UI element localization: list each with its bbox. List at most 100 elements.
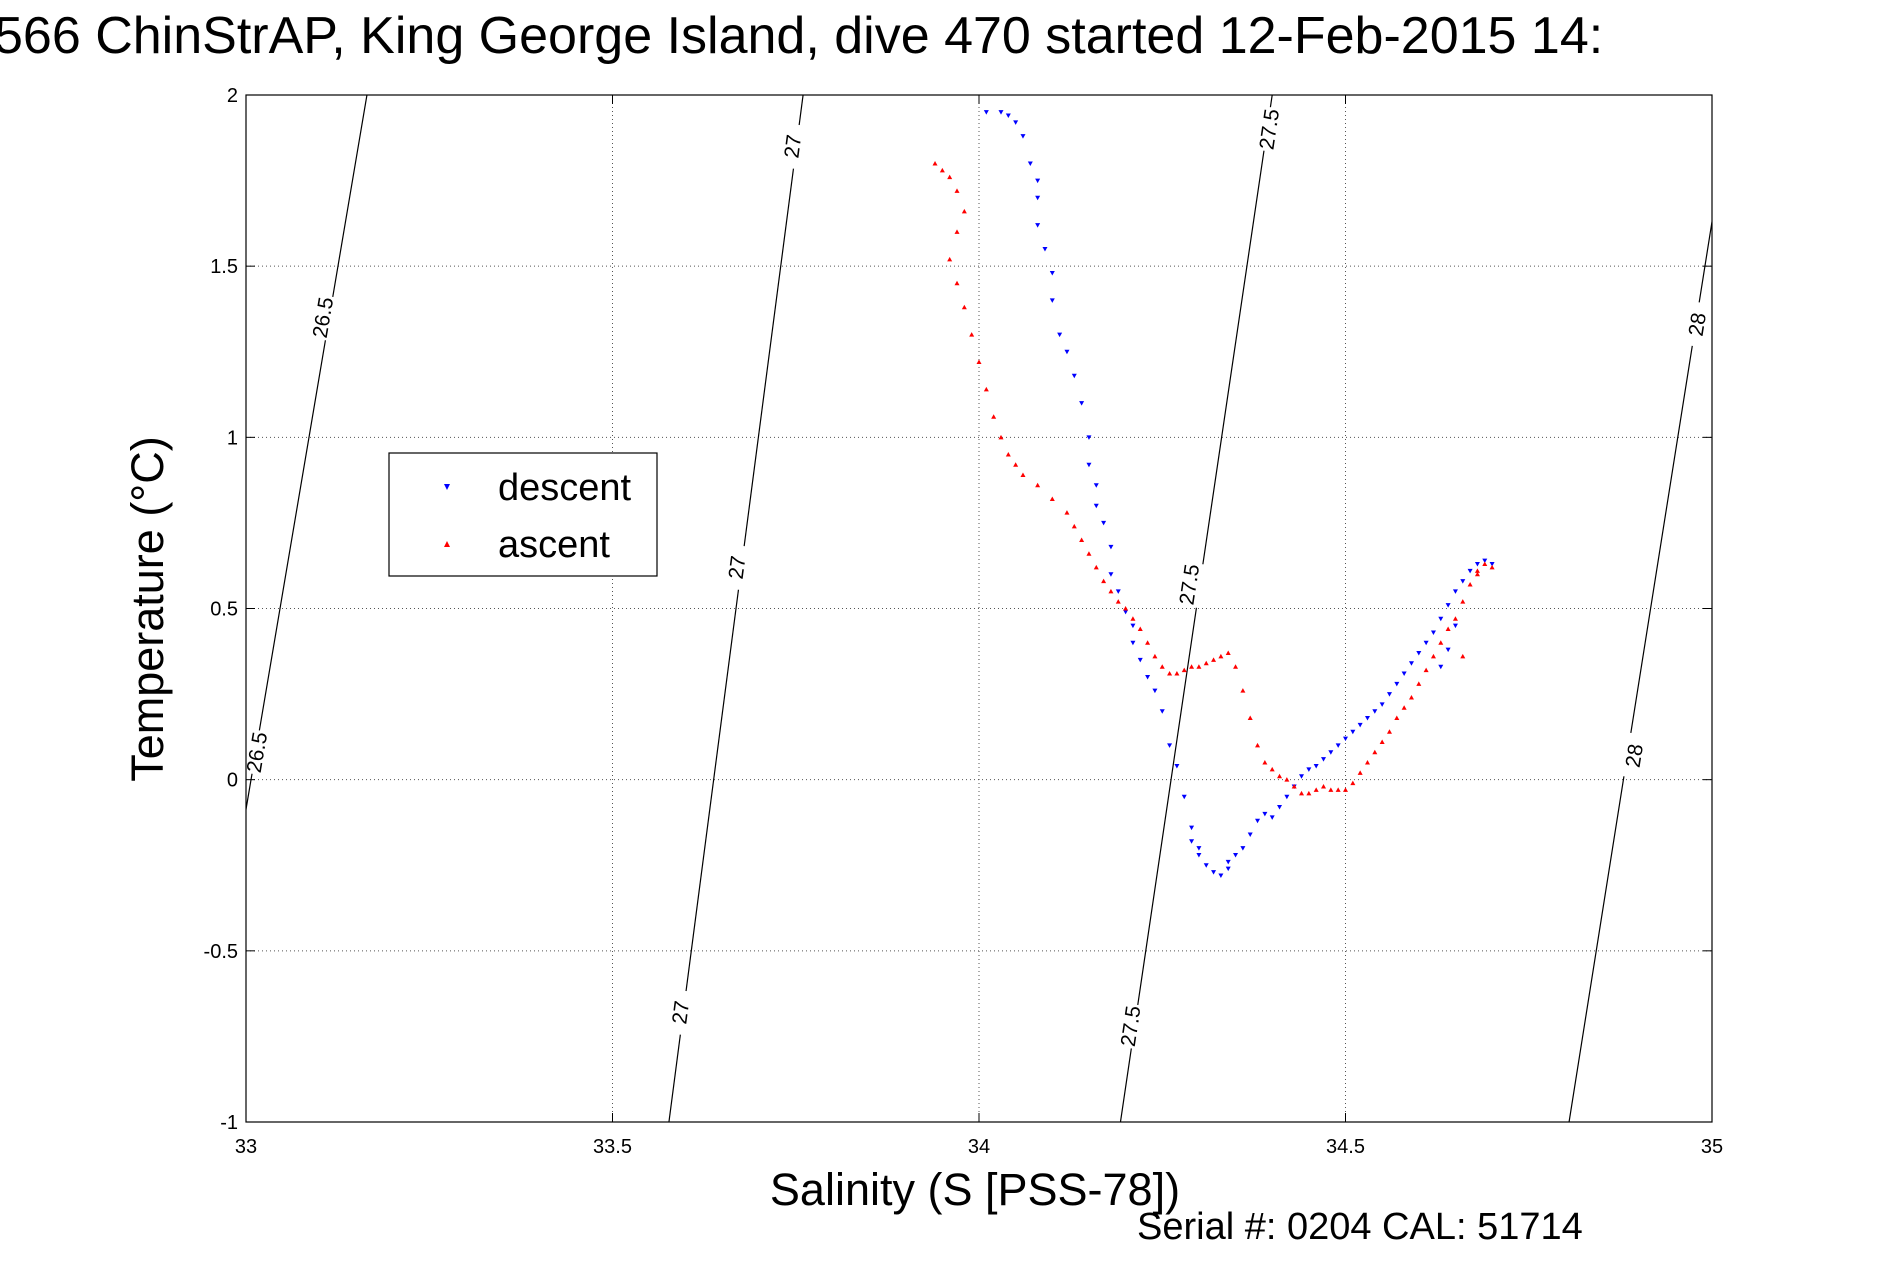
data-point-descent (1211, 870, 1217, 875)
data-point-descent (1394, 681, 1400, 687)
data-point-descent (1247, 832, 1253, 837)
isopycnal-label: 27.5 (1254, 105, 1285, 153)
isopycnal-label: 27 (722, 544, 752, 591)
data-point-descent (1115, 589, 1121, 594)
data-point-ascent (947, 174, 953, 180)
data-point-ascent (1203, 660, 1209, 666)
data-point-ascent (1189, 664, 1195, 669)
isopycnal-label-bg (241, 728, 273, 776)
data-point-descent (1408, 661, 1414, 666)
data-point-descent (1123, 609, 1129, 615)
data-point-ascent (1460, 599, 1466, 604)
isopycnal-label: 27.5 (1115, 1002, 1146, 1050)
data-point-ascent (954, 188, 960, 193)
x-axis-label: Salinity (S [PSS-78]) (770, 1164, 1180, 1215)
data-point-descent (1335, 743, 1341, 748)
data-point-ascent (1211, 657, 1217, 662)
data-point-descent (1071, 373, 1077, 379)
data-point-ascent (1372, 749, 1378, 755)
data-point-descent (1013, 120, 1019, 125)
data-point-descent (1489, 561, 1495, 567)
data-point-descent (1108, 544, 1114, 550)
data-point-ascent (1357, 770, 1363, 775)
x-tick-label: 34.5 (1326, 1136, 1365, 1158)
isopycnal-label: 27 (665, 989, 696, 1036)
data-point-descent (1101, 520, 1107, 526)
isopycnal-label-bg (722, 544, 752, 591)
data-point-ascent (932, 160, 938, 166)
density-contours: 26.5 26.5 27 27 27 27.5 27.5 27.5 28 28 (241, 95, 1713, 1122)
data-point-ascent (983, 386, 989, 392)
data-point-ascent (1467, 582, 1473, 587)
data-point-descent (983, 110, 989, 115)
data-point-descent (1452, 589, 1458, 594)
isopycnal-label-text: 28 (1622, 742, 1648, 769)
data-point-descent (1225, 859, 1231, 865)
data-point-descent (1086, 435, 1092, 440)
chart-title: 566 ChinStrAP, King George Island, dive … (0, 7, 1604, 65)
data-point-ascent (1489, 564, 1495, 570)
data-point-descent (1225, 866, 1231, 872)
series-descent (983, 110, 1495, 879)
isopycnal-label: 26.5 (307, 293, 339, 342)
data-point-descent (1057, 332, 1063, 338)
data-point-descent (1049, 298, 1055, 303)
data-point-descent (1137, 657, 1143, 663)
data-point-descent (1474, 561, 1480, 567)
data-point-descent (1035, 195, 1041, 201)
data-point-descent (1350, 729, 1356, 735)
x-tick-label: 33 (235, 1136, 257, 1158)
legend-label-descent: descent (498, 467, 632, 509)
data-point-ascent (991, 414, 997, 419)
data-point-ascent (1416, 681, 1422, 686)
data-point-descent (1299, 774, 1305, 779)
y-tick-label: -0.5 (204, 941, 238, 963)
data-point-descent (1167, 743, 1173, 748)
data-point-ascent (1137, 626, 1143, 632)
data-point-ascent (1386, 729, 1392, 734)
data-point-ascent (1277, 773, 1283, 779)
data-point-descent (1438, 664, 1444, 670)
data-point-descent (1203, 863, 1209, 868)
isopycnal-label-bg (1174, 561, 1205, 609)
data-point-descent (1284, 794, 1290, 800)
data-point-descent (1093, 483, 1099, 488)
isopycnal-line (1568, 221, 1712, 1122)
data-point-ascent (1013, 462, 1019, 467)
series-ascent (932, 160, 1495, 796)
data-point-ascent (1064, 510, 1070, 515)
isopycnal-label-bg (1254, 105, 1285, 153)
data-point-descent (1277, 805, 1283, 810)
isopycnal-label-bg (665, 989, 696, 1036)
data-point-descent (1189, 839, 1195, 844)
data-point-ascent (1086, 551, 1092, 556)
data-point-descent (1262, 811, 1268, 817)
data-point-descent (1372, 709, 1378, 714)
data-point-ascent (1335, 787, 1341, 792)
data-point-descent (1467, 568, 1473, 574)
data-point-descent (1145, 674, 1151, 680)
data-point-descent (1460, 579, 1466, 584)
data-point-ascent (1005, 451, 1011, 457)
data-point-ascent (1115, 599, 1121, 604)
data-point-descent (1079, 401, 1085, 406)
isopycnal-label-bg (1619, 732, 1650, 780)
y-tick-label: 2 (227, 85, 238, 107)
data-point-ascent (1299, 790, 1305, 796)
data-point-ascent (1093, 564, 1099, 570)
data-point-ascent (1460, 653, 1466, 659)
data-point-ascent (1225, 650, 1231, 656)
isopycnal-label: 28 (1619, 732, 1650, 780)
data-point-ascent (1174, 671, 1180, 676)
data-point-ascent (1474, 571, 1480, 577)
data-point-ascent (1445, 626, 1451, 632)
data-point-ascent (1240, 688, 1246, 693)
data-point-descent (1196, 846, 1202, 851)
data-point-ascent (1401, 705, 1407, 710)
isopycnal-label-bg (778, 122, 808, 170)
isopycnal-label-text: 27.5 (1117, 1004, 1146, 1048)
data-point-ascent (1020, 472, 1026, 477)
data-point-ascent (939, 167, 945, 173)
data-point-descent (1343, 736, 1348, 742)
